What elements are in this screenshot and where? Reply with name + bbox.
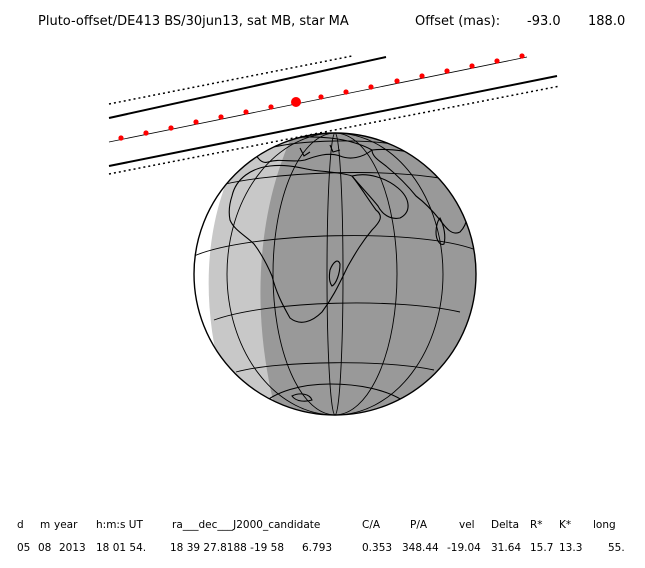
- header-month: m: [40, 519, 51, 531]
- track-points: [118, 53, 525, 141]
- header-year: year: [54, 519, 78, 531]
- south-shadow-limit: [108, 75, 558, 167]
- header-day: d: [17, 519, 24, 531]
- value-day: 05: [17, 542, 31, 554]
- header-radec: ra___dec___J2000_candidate: [172, 519, 321, 531]
- track-point: [118, 135, 124, 141]
- night-zone: [260, 133, 476, 415]
- value-candidate: 6.793: [302, 542, 333, 554]
- value-radec: 18 39 27.8188 -19 58: [170, 542, 285, 554]
- value-time: 18 01 54.: [96, 542, 147, 554]
- track-point: [368, 84, 374, 90]
- header-delta: Delta: [491, 519, 520, 531]
- north-shadow-limit: [108, 56, 387, 119]
- value-vel: -19.04: [447, 542, 481, 554]
- value-kstar: 13.3: [559, 542, 583, 554]
- graticule: [194, 133, 476, 415]
- track-point: [193, 119, 199, 125]
- track-point: [394, 78, 400, 84]
- header-kstar: K*: [559, 519, 572, 531]
- header-pa: P/A: [410, 519, 428, 531]
- track-point: [243, 109, 249, 115]
- track-point: [444, 68, 450, 74]
- closest-approach-point: [291, 97, 301, 107]
- track-point: [419, 73, 425, 79]
- value-delta: 31.64: [491, 542, 522, 554]
- north-error-limit: [108, 55, 353, 105]
- header-vel: vel: [459, 519, 475, 531]
- offset-y-value: 188.0: [588, 14, 626, 29]
- track-point: [519, 53, 525, 59]
- offset-label: Offset (mas):: [415, 14, 501, 29]
- value-rstar: 15.7: [530, 542, 554, 554]
- track-point: [318, 94, 324, 100]
- header-rstar: R*: [530, 519, 543, 531]
- earth-globe-icon: [193, 132, 477, 416]
- header-long: long: [593, 519, 616, 531]
- shadow-path: [108, 55, 561, 175]
- south-error-limit: [108, 85, 561, 175]
- centre-line: [108, 56, 528, 143]
- track-point: [218, 114, 224, 120]
- plot-title: Pluto-offset/DE413 BS/30jun13, sat MB, s…: [38, 14, 349, 29]
- track-point: [168, 125, 174, 131]
- track-point: [469, 63, 475, 69]
- value-pa: 348.44: [402, 542, 439, 554]
- value-ca: 0.353: [362, 542, 393, 554]
- value-year: 2013: [59, 542, 86, 554]
- header-time: h:m:s UT: [96, 519, 143, 531]
- value-long: 55.: [608, 542, 625, 554]
- offset-x-value: -93.0: [527, 14, 561, 29]
- header-ca: C/A: [362, 519, 381, 531]
- value-month: 08: [38, 542, 52, 554]
- track-point: [343, 89, 349, 95]
- track-point: [268, 104, 274, 110]
- track-point: [143, 130, 149, 136]
- track-point: [494, 58, 500, 64]
